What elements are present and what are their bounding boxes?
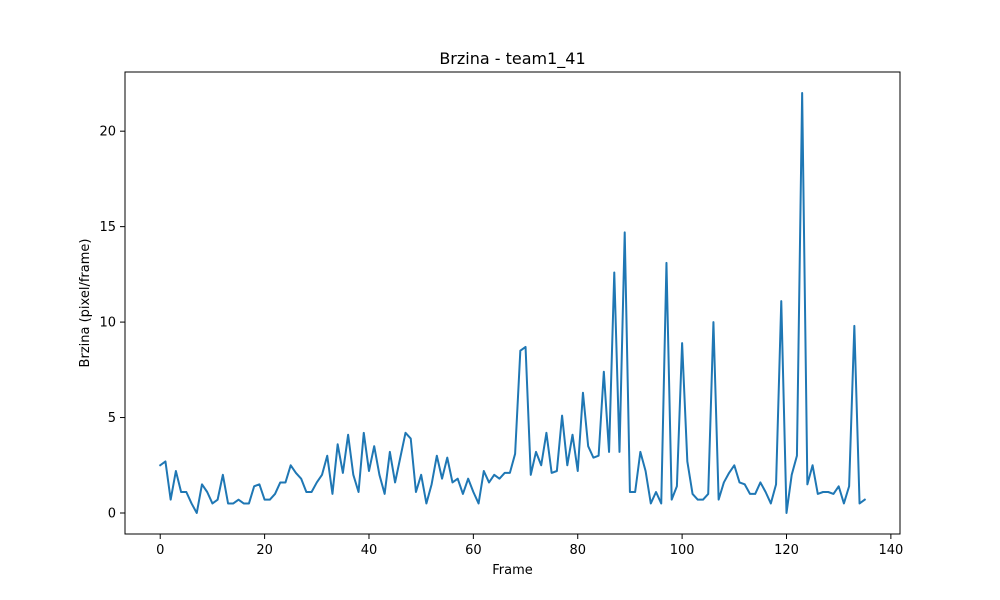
x-axis-ticks: 0 20 40 60 80 100 120 140 xyxy=(156,534,903,558)
series-line xyxy=(158,92,867,514)
chart-title: Brzina - team1_41 xyxy=(439,49,585,69)
x-tick-label: 120 xyxy=(774,543,799,558)
y-tick-label: 10 xyxy=(99,316,116,331)
y-axis-ticks: 0 5 10 15 20 xyxy=(99,125,125,522)
x-tick-label: 60 xyxy=(465,543,482,558)
x-tick-label: 0 xyxy=(156,543,164,558)
y-tick-label: 5 xyxy=(108,411,116,426)
x-tick-label: 100 xyxy=(670,543,695,558)
x-tick-label: 20 xyxy=(256,543,273,558)
y-axis-label: Brzina (pixel/frame) xyxy=(78,239,93,368)
y-tick-label: 0 xyxy=(108,507,116,522)
x-tick-label: 40 xyxy=(361,543,378,558)
x-tick-label: 140 xyxy=(878,543,903,558)
y-tick-label: 20 xyxy=(99,125,116,140)
x-tick-label: 80 xyxy=(569,543,586,558)
y-tick-label: 15 xyxy=(99,220,116,235)
plot-area xyxy=(125,72,900,534)
plot-frame xyxy=(124,71,901,535)
x-axis-label: Frame xyxy=(492,563,533,578)
